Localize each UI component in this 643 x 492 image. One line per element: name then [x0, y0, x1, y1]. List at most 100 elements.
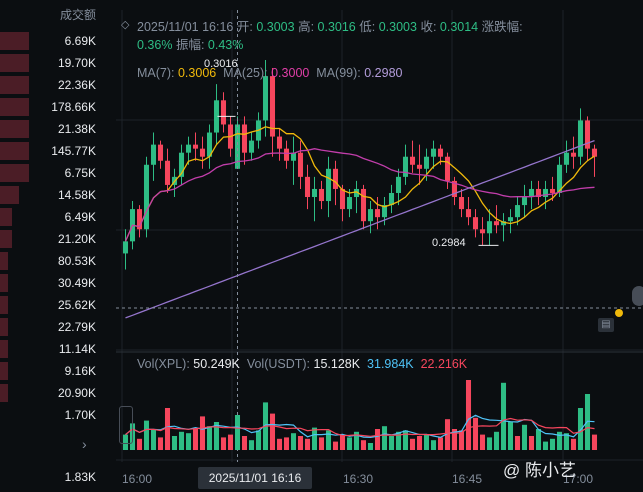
alert-dot-icon	[615, 309, 623, 317]
volume-bar	[521, 424, 528, 450]
turnover-row: 6.69K	[0, 30, 96, 52]
volume-bar	[234, 415, 241, 450]
volume-bar	[535, 429, 542, 450]
volume-bar	[220, 437, 227, 450]
turnover-bar	[0, 142, 29, 160]
turnover-row: 11.14K	[0, 338, 96, 360]
candle-body	[388, 192, 395, 206]
change-label: 涨跌幅:	[481, 20, 523, 34]
volume-bar	[283, 437, 290, 450]
volume-bar	[549, 438, 556, 450]
ma7-line	[124, 126, 595, 242]
volume-bar	[472, 417, 479, 450]
candle-body	[458, 197, 465, 210]
turnover-bar	[0, 384, 8, 402]
turnover-value: 20.90K	[57, 386, 96, 400]
candle-body	[325, 168, 332, 202]
volume-bar	[171, 436, 178, 450]
candle-body	[479, 229, 486, 234]
candle-body	[451, 180, 458, 198]
candle-body	[542, 188, 549, 198]
turnover-bar	[0, 274, 8, 292]
candle-body	[535, 188, 542, 198]
candle-body	[465, 209, 472, 218]
turnover-value: 80.53K	[57, 254, 96, 268]
candle-body	[339, 188, 346, 210]
scroll-right-handle[interactable]	[632, 286, 643, 306]
volume-bar	[248, 440, 255, 450]
volume-bar	[542, 441, 549, 450]
vol-xpl-value: 50.249K	[193, 357, 240, 371]
candle-body	[493, 221, 500, 226]
candle-body	[150, 144, 157, 165]
volume-bar	[192, 429, 199, 450]
candle-body	[528, 188, 535, 198]
chevron-right-icon[interactable]: ›	[82, 436, 87, 452]
turnover-row: 19.70K	[0, 52, 96, 74]
candle-body	[213, 100, 220, 133]
volume-bar	[318, 437, 325, 450]
turnover-value: 1.83K	[64, 470, 96, 484]
volume-bar	[346, 437, 353, 450]
turnover-bar	[0, 230, 12, 248]
close-label: 收:	[420, 20, 437, 34]
volume-bar	[465, 380, 472, 450]
volume-bar	[395, 431, 402, 450]
volume-bar	[591, 434, 598, 450]
turnover-value: 22.36K	[57, 78, 96, 92]
time-tick-1600: 16:00	[122, 472, 153, 486]
ma25-line	[124, 148, 595, 242]
turnover-row: 178.66K	[0, 96, 96, 118]
turnover-bar	[0, 318, 8, 336]
scroll-left-handle[interactable]	[119, 406, 133, 444]
volume-bar	[437, 437, 444, 450]
volume-bar	[486, 437, 493, 450]
volume-bar	[276, 438, 283, 450]
volume-bar	[388, 436, 395, 450]
ma25-value: 0.3000	[271, 66, 310, 80]
volume-bar	[290, 433, 297, 450]
candle-body	[360, 188, 367, 222]
volume-bar	[136, 438, 143, 450]
volume-bar	[213, 422, 220, 450]
turnover-value: 21.38K	[57, 122, 96, 136]
volume-bar	[577, 408, 584, 450]
ma99-value: 0.2980	[364, 66, 403, 80]
candle-body	[332, 168, 339, 189]
volume-bar	[353, 431, 360, 450]
collapse-icon[interactable]: ◇	[121, 19, 130, 31]
volume-legend: Vol(XPL): 50.249K Vol(USDT): 15.128K 31.…	[137, 357, 467, 371]
turnover-bar	[0, 120, 29, 138]
low-marker-label: 0.2984	[432, 237, 466, 249]
candle-body	[374, 209, 381, 218]
high-value: 0.3016	[317, 20, 356, 34]
candle-body	[346, 197, 353, 210]
candle-body	[283, 148, 290, 161]
volume-bar	[479, 434, 486, 450]
volume-bar	[241, 436, 248, 450]
candle-body	[276, 136, 283, 149]
turnover-value: 21.20K	[57, 232, 96, 246]
volume-bar	[150, 429, 157, 450]
turnover-bar	[0, 296, 8, 314]
volume-bar	[381, 426, 388, 450]
turnover-value: 25.62K	[57, 298, 96, 312]
volume-bar	[304, 438, 311, 450]
volume-ma-line	[125, 417, 595, 437]
watermark-text: @ 陈小艺	[503, 461, 576, 480]
candle-body	[584, 120, 591, 149]
candle-body	[416, 164, 423, 169]
turnover-value: 30.49K	[57, 276, 96, 290]
volume-bar	[178, 431, 185, 450]
volume-bar	[570, 438, 577, 450]
note-icon[interactable]: ▤	[598, 318, 614, 332]
crosshair-time-label: 2025/11/01 16:16	[198, 467, 312, 489]
volume-bar	[206, 426, 213, 450]
candle-body	[199, 148, 206, 157]
volume-bar	[143, 420, 150, 450]
low-label: 低:	[359, 20, 376, 34]
turnover-row: 145.77K	[0, 140, 96, 162]
candle-body	[367, 209, 374, 222]
volume-bar	[500, 382, 507, 450]
